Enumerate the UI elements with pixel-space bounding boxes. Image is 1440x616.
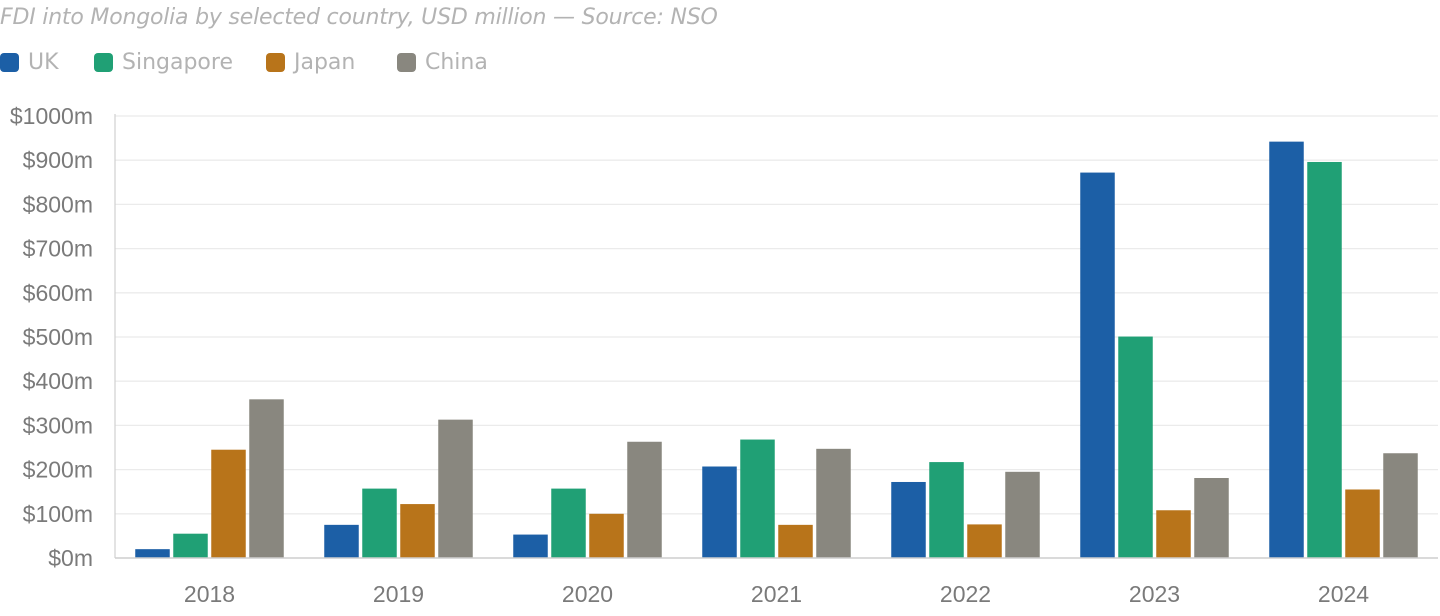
bar-china-2022[interactable] [1005,471,1040,558]
y-tick-label: $900m [23,147,93,173]
legend-item-china[interactable]: China [397,49,488,75]
bar-uk-2018[interactable] [135,549,170,558]
bar-japan-2022[interactable] [967,524,1002,558]
y-tick-label: $100m [23,501,93,527]
x-tick-label: 2021 [751,581,802,607]
y-tick-label: $300m [23,412,93,438]
legend-label-uk: UK [28,49,59,75]
legend-swatch-singapore [94,52,113,72]
legend-label-japan: Japan [294,49,356,75]
x-tick-label: 2023 [1129,581,1180,607]
legend-swatch-japan [266,52,285,72]
legend-item-japan[interactable]: Japan [266,49,355,75]
bar-uk-2021[interactable] [702,466,737,558]
bar-singapore-2024[interactable] [1307,161,1342,558]
x-tick-label: 2022 [940,581,991,607]
legend-swatch-china [397,52,416,72]
legend-item-singapore[interactable]: Singapore [94,49,233,75]
bar-china-2024[interactable] [1383,453,1418,558]
y-tick-label: $200m [23,457,93,483]
bar-singapore-2018[interactable] [173,533,208,558]
bar-singapore-2020[interactable] [551,488,586,558]
bar-japan-2024[interactable] [1345,489,1380,558]
chart-title: FDI into Mongolia by selected country, U… [0,5,718,30]
bar-uk-2019[interactable] [324,524,359,558]
bar-uk-2023[interactable] [1080,172,1115,559]
y-tick-label: $0m [48,545,93,571]
y-tick-label: $400m [23,368,93,394]
bar-uk-2022[interactable] [891,481,926,558]
y-tick-label: $500m [23,324,93,350]
x-tick-label: 2020 [562,581,613,607]
bar-japan-2019[interactable] [400,504,435,558]
bar-china-2023[interactable] [1194,477,1229,558]
bar-singapore-2023[interactable] [1118,336,1153,558]
y-tick-label: $700m [23,236,93,262]
bar-china-2020[interactable] [627,441,662,558]
y-tick-label: $1000m [10,103,93,129]
legend-label-china: China [425,49,488,75]
x-tick-label: 2019 [373,581,424,607]
x-tick-label: 2018 [184,581,235,607]
bar-uk-2024[interactable] [1269,141,1304,559]
bar-china-2018[interactable] [249,399,284,558]
bar-japan-2023[interactable] [1156,510,1191,558]
y-tick-label: $600m [23,280,93,306]
bar-japan-2020[interactable] [589,513,624,558]
bar-uk-2020[interactable] [513,534,548,558]
x-tick-label: 2024 [1318,581,1369,607]
bar-china-2021[interactable] [816,448,851,558]
legend-swatch-uk [0,52,19,72]
bar-japan-2021[interactable] [778,524,813,558]
bar-china-2019[interactable] [438,419,473,558]
bar-japan-2018[interactable] [211,449,246,558]
y-tick-label: $800m [23,191,93,217]
legend-item-uk[interactable]: UK [0,49,59,75]
bar-singapore-2019[interactable] [362,488,397,558]
bar-singapore-2022[interactable] [929,462,964,558]
legend-label-singapore: Singapore [122,49,233,75]
bar-singapore-2021[interactable] [740,439,775,558]
